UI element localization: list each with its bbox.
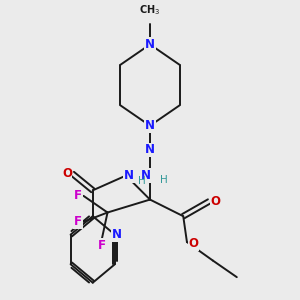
- Text: H: H: [160, 175, 168, 185]
- Text: N: N: [145, 119, 155, 132]
- Text: F: F: [74, 189, 82, 203]
- Text: N: N: [112, 228, 122, 241]
- Text: F: F: [98, 238, 106, 251]
- Text: CH$_3$: CH$_3$: [140, 4, 160, 17]
- Text: F: F: [74, 215, 82, 228]
- Text: N: N: [124, 169, 134, 182]
- Text: O: O: [62, 167, 72, 180]
- Text: O: O: [189, 237, 199, 250]
- Text: N: N: [145, 38, 155, 51]
- Text: N: N: [141, 169, 151, 182]
- Text: O: O: [211, 195, 221, 208]
- Text: N: N: [145, 143, 155, 156]
- Text: H: H: [138, 176, 146, 186]
